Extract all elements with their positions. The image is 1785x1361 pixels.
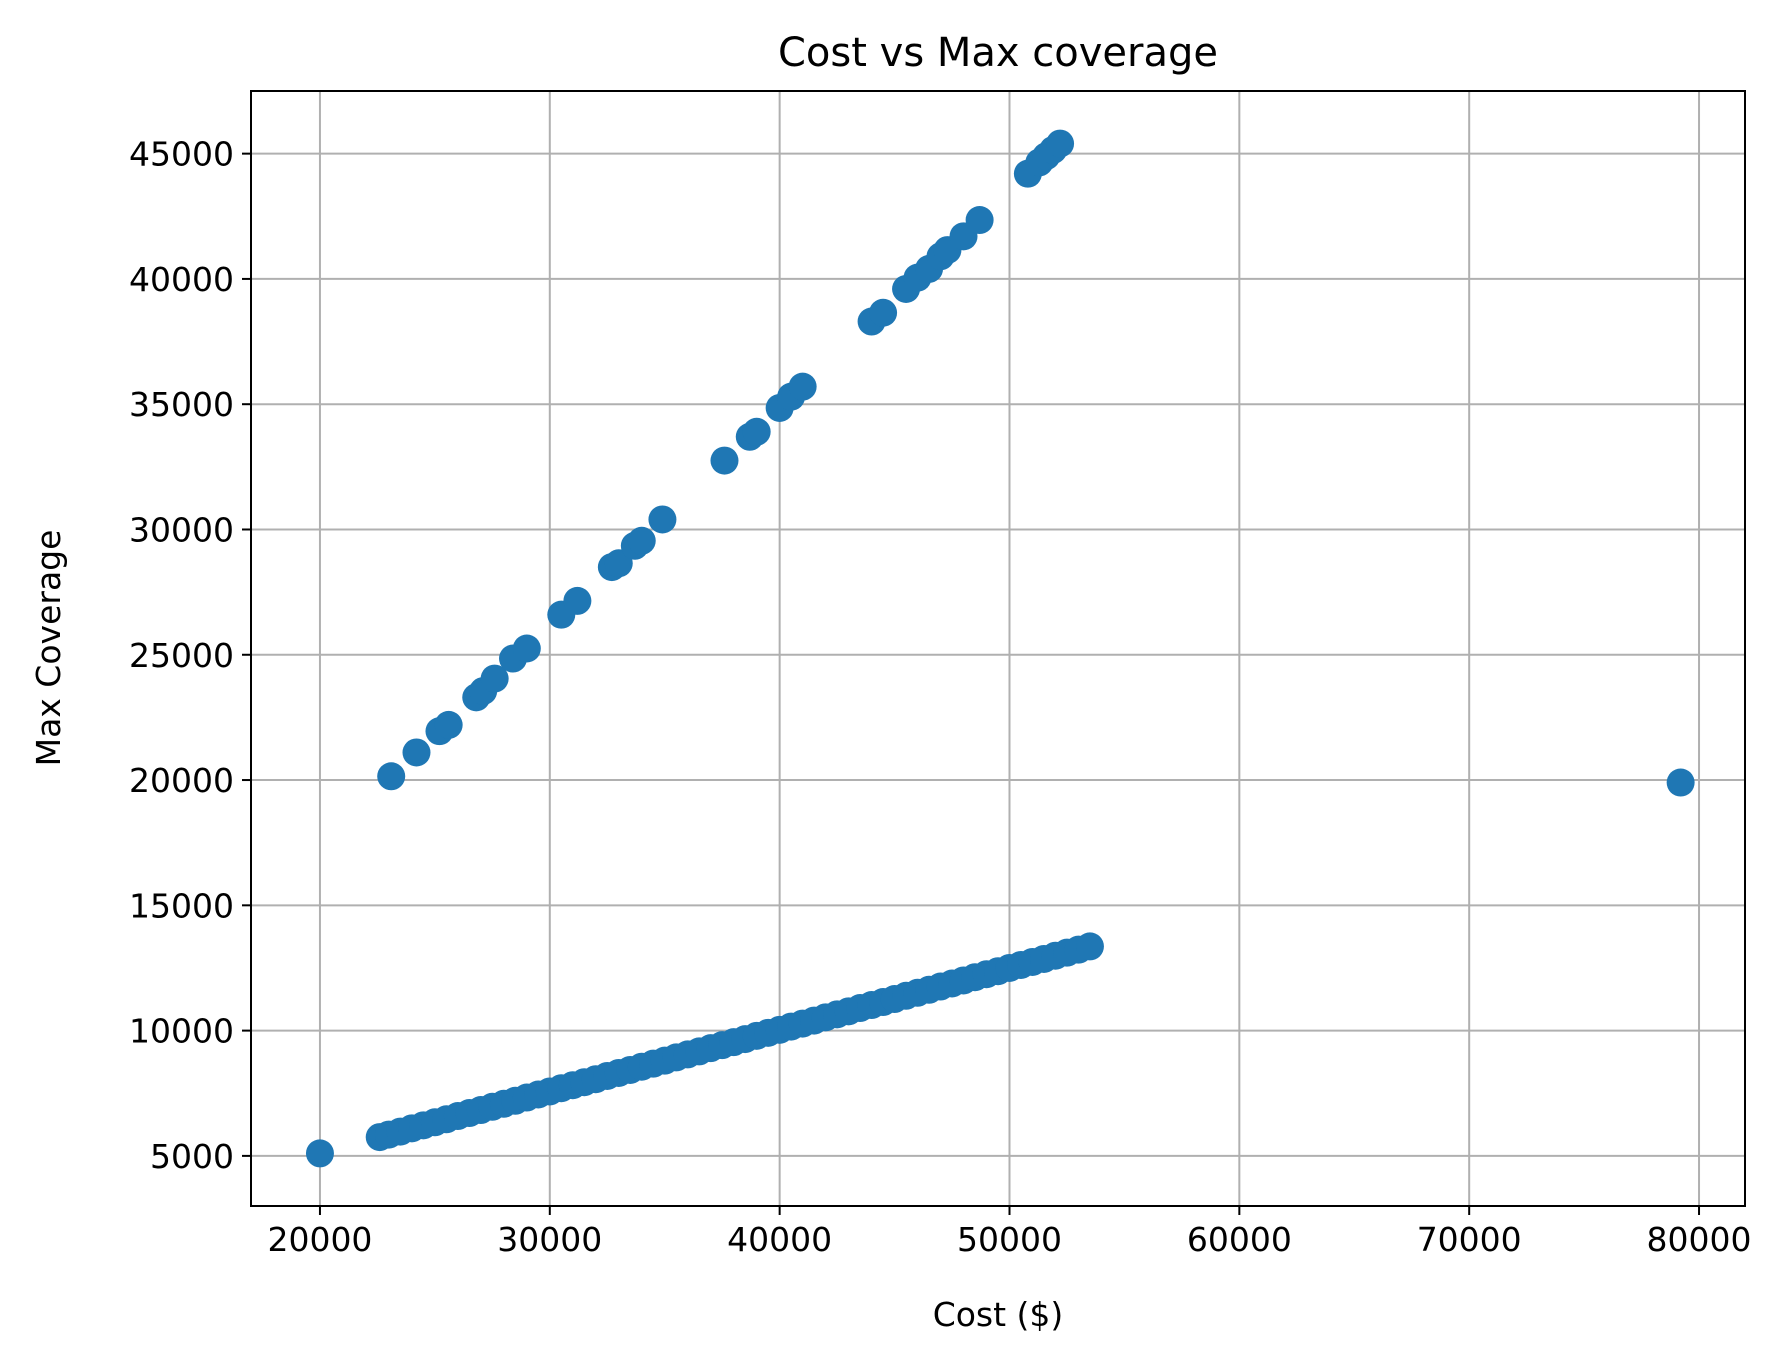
data-point (305, 1139, 334, 1168)
x-tick-label: 70000 (1417, 1220, 1522, 1259)
data-point (377, 762, 406, 791)
y-tick-label: 20000 (129, 761, 234, 800)
data-point (563, 586, 592, 615)
data-point (627, 526, 656, 555)
y-tick-label: 45000 (129, 135, 234, 174)
x-tick-label: 20000 (267, 1220, 372, 1259)
grid (251, 91, 1745, 1206)
x-tick-label: 50000 (957, 1220, 1062, 1259)
data-point (788, 372, 817, 401)
x-axis-title: Cost ($) (933, 1295, 1064, 1334)
data-point (1046, 129, 1075, 158)
y-tick-label: 35000 (129, 385, 234, 424)
data-point (1666, 768, 1695, 797)
data-point (869, 298, 898, 327)
y-tick-label: 5000 (150, 1137, 234, 1176)
data-point (512, 634, 541, 663)
data-point (1075, 932, 1104, 961)
x-tick-label: 40000 (727, 1220, 832, 1259)
data-points (305, 129, 1695, 1168)
data-point (434, 710, 463, 739)
y-tick-label: 30000 (129, 510, 234, 549)
ticks: 20000 30000 40000 50000 60000 70000 80000 5000 1… (129, 135, 1752, 1259)
y-tick-label: 25000 (129, 636, 234, 675)
x-tick-label: 60000 (1187, 1220, 1292, 1259)
data-point (648, 505, 677, 534)
data-point (742, 417, 771, 446)
data-point (402, 738, 431, 767)
data-point (480, 664, 509, 693)
y-tick-label: 10000 (129, 1012, 234, 1051)
plot-frame (250, 90, 1746, 1207)
x-tick-label: 30000 (497, 1220, 602, 1259)
x-tick-label: 80000 (1647, 1220, 1752, 1259)
chart-title: Cost vs Max coverage (778, 30, 1218, 76)
data-point (710, 446, 739, 475)
y-axis-title: Max Coverage (29, 530, 68, 767)
y-tick-label: 40000 (129, 260, 234, 299)
data-point (965, 206, 994, 235)
y-tick-label: 15000 (129, 886, 234, 925)
